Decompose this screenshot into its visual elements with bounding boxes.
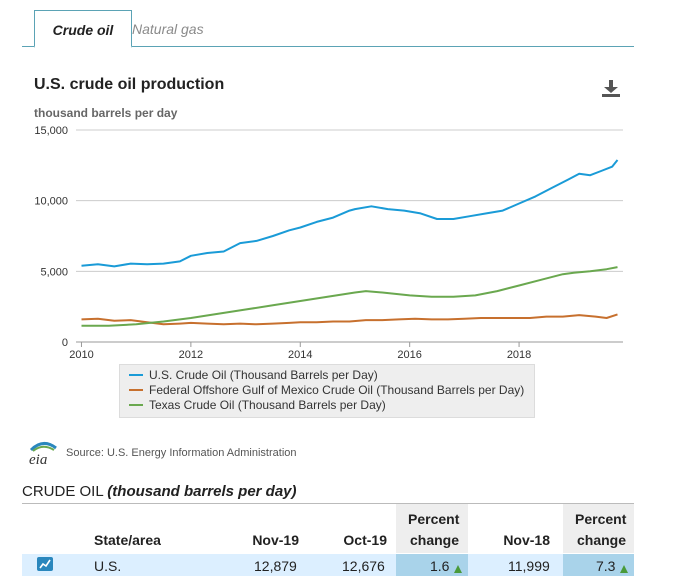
table-title-units: (thousand barrels per day) [107,483,297,500]
header-percent-change-2[interactable]: Percent change [563,504,634,553]
chart-legend: U.S. Crude Oil (Thousand Barrels per Day… [119,364,535,418]
x-tick-label: 2016 [397,349,421,360]
units-label: thousand barrels per day [34,106,178,120]
cell-state: U.S. [94,558,122,574]
legend-item[interactable]: Federal Offshore Gulf of Mexico Crude Oi… [120,382,534,397]
header-nov19-label: Nov-19 [252,532,299,548]
header-nov19[interactable]: Nov-19 [222,504,307,553]
header-pc2-line1: Percent [575,511,627,527]
y-tick-label: 5,000 [40,266,68,278]
legend-swatch [129,388,143,391]
chart-title: U.S. crude oil production [34,76,225,93]
cell-percent-change-1: 1.6 [396,554,468,576]
table-row[interactable]: U.S. 12,879 12,676 1.6 11,999 7.3 [22,554,634,576]
up-arrow-icon [618,559,628,575]
chart-plot: 0 5,000 10,000 15,000 2010 2012 2014 2016 2018 [34,125,623,360]
cell-percent-change-2: 7.3 [563,554,634,576]
y-tick-label: 15,000 [34,125,68,137]
legend-swatch [129,403,143,406]
series-line-0 [81,159,619,268]
header-nov18-label: Nov-18 [503,532,550,548]
eia-logo-text: eia [29,452,47,466]
cell-pc2-value: 7.3 [596,558,616,574]
series-line-2 [81,266,618,327]
x-tick-label: 2014 [288,349,312,360]
header-state[interactable]: State/area [22,504,222,553]
tab-natural-gas[interactable]: Natural gas [132,21,204,37]
legend-label: U.S. Crude Oil (Thousand Barrels per Day… [149,367,378,382]
cell-nov19: 12,879 [254,558,297,574]
y-tick-label: 10,000 [34,196,68,208]
download-icon[interactable] [600,78,622,98]
series-line-1 [81,313,618,326]
header-oct19[interactable]: Oct-19 [307,504,395,553]
x-tick-label: 2010 [69,349,93,360]
x-tick-label: 2012 [179,349,203,360]
x-tick-label: 2018 [507,349,531,360]
source-note: Source: U.S. Energy Information Administ… [66,447,297,459]
cell-pc1-value: 1.6 [430,558,450,574]
cell-oct19: 12,676 [342,558,385,574]
header-state-label: State/area [94,532,161,548]
up-arrow-icon [452,559,462,575]
header-nov18[interactable]: Nov-18 [468,504,562,553]
eia-logo: eia [29,442,57,466]
tab-crude-oil[interactable]: Crude oil [34,10,132,48]
header-pc1-line1: Percent [408,511,460,527]
table-title-main: CRUDE OIL [22,483,108,500]
line-chart-icon[interactable] [37,557,53,571]
legend-label: Texas Crude Oil (Thousand Barrels per Da… [149,397,386,412]
cell-nov18: 11,999 [508,558,550,574]
table-title: CRUDE OIL (thousand barrels per day) [22,483,297,500]
legend-label: Federal Offshore Gulf of Mexico Crude Oi… [149,382,525,397]
header-pc1-line2: change [410,532,460,548]
legend-swatch [129,373,143,376]
header-oct19-label: Oct-19 [343,532,387,548]
tab-bar: Crude oil Natural gas [22,10,634,48]
header-pc2-line2: change [577,532,627,548]
legend-item[interactable]: Texas Crude Oil (Thousand Barrels per Da… [120,397,534,412]
y-tick-label: 0 [62,337,68,349]
legend-item[interactable]: U.S. Crude Oil (Thousand Barrels per Day… [120,367,534,382]
header-percent-change-1[interactable]: Percent change [396,504,468,553]
data-table: State/area Nov-19 Oct-19 Percent change … [22,503,634,576]
